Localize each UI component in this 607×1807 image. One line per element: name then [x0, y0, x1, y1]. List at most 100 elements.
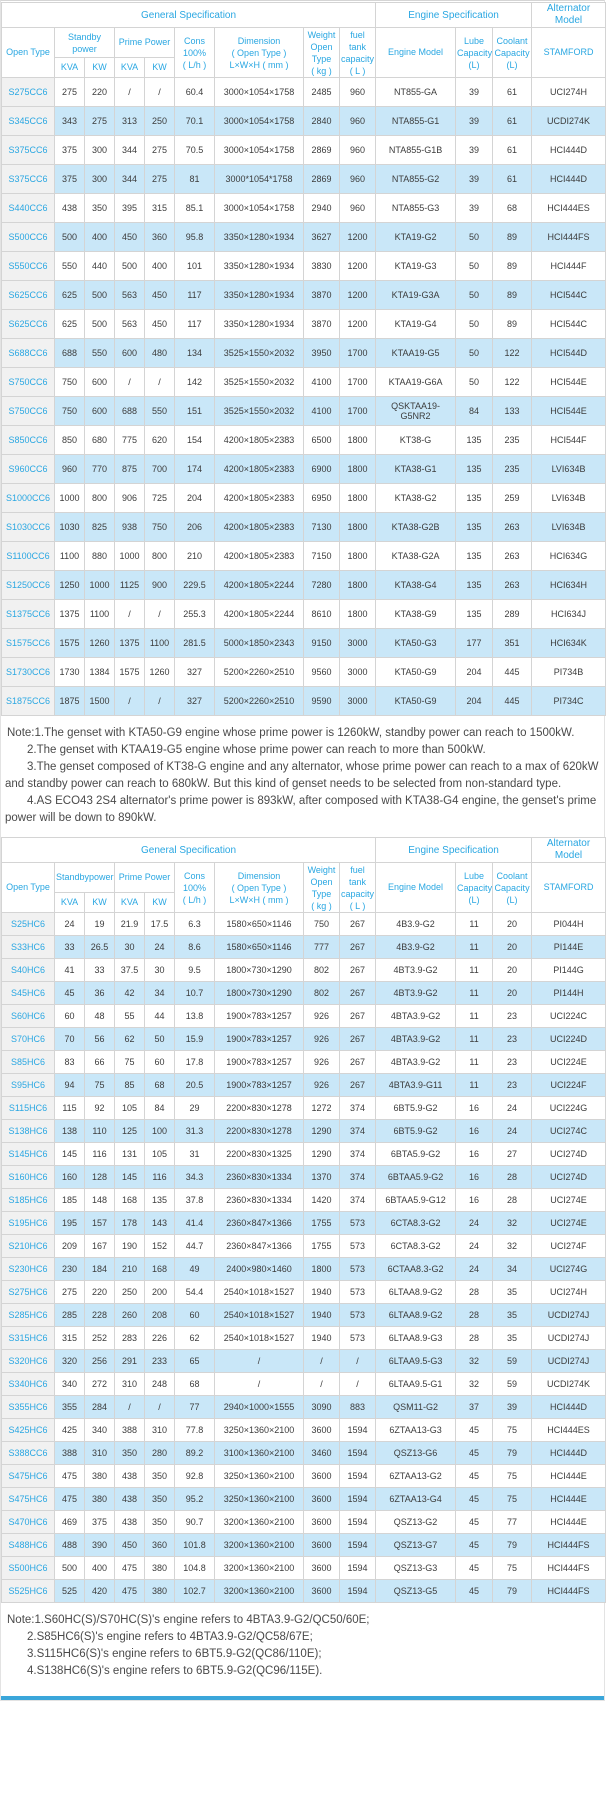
spec-cell: 6950: [303, 483, 340, 513]
model-link[interactable]: S625CC6: [1, 280, 55, 310]
model-link[interactable]: S138HC6: [1, 1119, 55, 1143]
model-link[interactable]: S375CC6: [1, 164, 55, 194]
model-link[interactable]: S1000CC6: [1, 483, 55, 513]
spec-cell: 280: [144, 1441, 175, 1465]
model-link[interactable]: S525HC6: [1, 1579, 55, 1603]
model-link[interactable]: S60HC6: [1, 1004, 55, 1028]
model-link[interactable]: S1250CC6: [1, 570, 55, 600]
model-link[interactable]: S375CC6: [1, 135, 55, 165]
table-row: S340HC6 340 272 310 248 68///6LTAA9.5-G1 32 59 U…: [1, 1372, 606, 1396]
model-link[interactable]: S340HC6: [1, 1372, 55, 1396]
model-link[interactable]: S345CC6: [1, 106, 55, 136]
model-link[interactable]: S1730CC6: [1, 657, 55, 687]
spec-cell: 23: [492, 1027, 533, 1051]
model-link[interactable]: S185HC6: [1, 1188, 55, 1212]
model-link[interactable]: S70HC6: [1, 1027, 55, 1051]
spec-cell: 102.7: [174, 1579, 215, 1603]
model-link[interactable]: S550CC6: [1, 251, 55, 281]
model-link[interactable]: S275CC6: [1, 77, 55, 107]
model-link[interactable]: S40HC6: [1, 958, 55, 982]
model-link[interactable]: S355HC6: [1, 1395, 55, 1419]
spec-cell: 11: [455, 981, 494, 1005]
spec-cell: HCI544E: [531, 396, 606, 426]
coolant-capacity-header: Coolant Capacity (L): [492, 862, 533, 913]
spec-cell: 1200: [338, 309, 377, 339]
table-row: S185HC6 185 148 168 135 37.8 2360×830×1334 1420…: [1, 1188, 606, 1212]
model-link[interactable]: S960CC6: [1, 454, 55, 484]
model-link[interactable]: S440CC6: [1, 193, 55, 223]
model-link[interactable]: S425HC6: [1, 1418, 55, 1442]
notes-block-cc6: Note:1.The genset with KTA50-G9 engine w…: [1, 716, 604, 837]
model-link[interactable]: S388CC6: [1, 1441, 55, 1465]
spec-cell: 1900×783×1257: [214, 1073, 304, 1097]
model-link[interactable]: S500HC6: [1, 1556, 55, 1580]
spec-cell: 37: [455, 1395, 494, 1419]
spec-cell: 374: [338, 1188, 377, 1212]
model-link[interactable]: S315HC6: [1, 1326, 55, 1350]
table-row: S138HC6 138 110 125 100 31.3 2200×830×1278 1290…: [1, 1119, 606, 1143]
model-link[interactable]: S275HC6: [1, 1280, 55, 1304]
spec-cell: 1594: [338, 1510, 377, 1534]
model-link[interactable]: S1875CC6: [1, 686, 55, 716]
spec-cell: HCI544F: [531, 425, 606, 455]
model-link[interactable]: S45HC6: [1, 981, 55, 1005]
table-row: S388CC6 388 310 350 280 89.2 3100×1360×2100 346…: [1, 1441, 606, 1465]
spec-cell: 390: [84, 1533, 115, 1557]
spec-cell: 344: [114, 135, 145, 165]
model-link[interactable]: S1375CC6: [1, 599, 55, 629]
model-link[interactable]: S688CC6: [1, 338, 55, 368]
model-link[interactable]: S1100CC6: [1, 541, 55, 571]
spec-cell: /: [144, 686, 175, 716]
spec-cell: 4200×1805×2244: [214, 570, 304, 600]
model-link[interactable]: S95HC6: [1, 1073, 55, 1097]
spec-cell: /: [144, 599, 175, 629]
model-link[interactable]: S500CC6: [1, 222, 55, 252]
spec-cell: 68: [492, 193, 533, 223]
model-link[interactable]: S230HC6: [1, 1257, 55, 1281]
spec-cell: 235: [492, 454, 533, 484]
spec-cell: UCI274E: [531, 1211, 606, 1235]
spec-cell: /: [214, 1372, 304, 1396]
spec-cell: 310: [144, 1418, 175, 1442]
model-link[interactable]: S195HC6: [1, 1211, 55, 1235]
model-link[interactable]: S475HC6: [1, 1487, 55, 1511]
model-link[interactable]: S475HC6: [1, 1464, 55, 1488]
model-link[interactable]: S160HC6: [1, 1165, 55, 1189]
spec-cell: 3250×1360×2100: [214, 1464, 304, 1488]
model-link[interactable]: S750CC6: [1, 367, 55, 397]
model-link[interactable]: S488HC6: [1, 1533, 55, 1557]
spec-cell: 4200×1805×2244: [214, 599, 304, 629]
spec-cell: 135: [455, 599, 494, 629]
model-link[interactable]: S470HC6: [1, 1510, 55, 1534]
spec-cell: 45: [455, 1487, 494, 1511]
model-link[interactable]: S145HC6: [1, 1142, 55, 1166]
model-link[interactable]: S750CC6: [1, 396, 55, 426]
spec-cell: 122: [492, 367, 533, 397]
spec-cell: 1875: [54, 686, 85, 716]
spec-cell: 7130: [303, 512, 340, 542]
model-link[interactable]: S850CC6: [1, 425, 55, 455]
model-link[interactable]: S1575CC6: [1, 628, 55, 658]
spec-cell: 263: [492, 512, 533, 542]
model-link[interactable]: S625CC6: [1, 309, 55, 339]
weight-header: Weight Open Type ( kg ): [303, 27, 340, 78]
model-link[interactable]: S320HC6: [1, 1349, 55, 1373]
model-link[interactable]: S25HC6: [1, 912, 55, 936]
spec-cell: 375: [54, 135, 85, 165]
spec-cell: 259: [492, 483, 533, 513]
table-row: S500HC6 500 400 475 380 104.8 3200×1360×2100 36…: [1, 1556, 606, 1580]
spec-cell: 27: [492, 1142, 533, 1166]
model-link[interactable]: S1030CC6: [1, 512, 55, 542]
spec-cell: 3600: [303, 1556, 340, 1580]
spec-cell: 66: [84, 1050, 115, 1074]
model-link[interactable]: S115HC6: [1, 1096, 55, 1120]
model-link[interactable]: S85HC6: [1, 1050, 55, 1074]
note-line: 2.S85HC6(S)'s engine refers to 4BTA3.9-G…: [27, 1631, 313, 1643]
spec-cell: 3950: [303, 338, 340, 368]
spec-cell: 267: [338, 1027, 377, 1051]
model-link[interactable]: S285HC6: [1, 1303, 55, 1327]
model-link[interactable]: S33HC6: [1, 935, 55, 959]
model-link[interactable]: S210HC6: [1, 1234, 55, 1258]
spec-cell: UCI274H: [531, 1280, 606, 1304]
spec-cell: 45: [455, 1464, 494, 1488]
